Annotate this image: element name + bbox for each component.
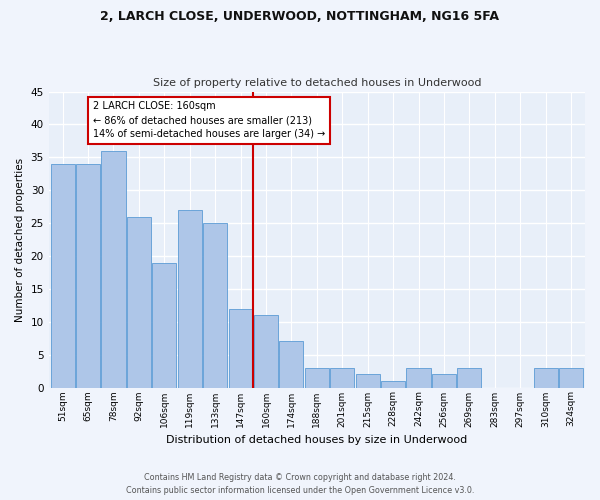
Text: 2, LARCH CLOSE, UNDERWOOD, NOTTINGHAM, NG16 5FA: 2, LARCH CLOSE, UNDERWOOD, NOTTINGHAM, N… [101, 10, 499, 23]
Bar [432, 374, 456, 388]
Text: Contains HM Land Registry data © Crown copyright and database right 2024.
Contai: Contains HM Land Registry data © Crown c… [126, 473, 474, 495]
Bar [254, 315, 278, 388]
Bar [280, 342, 304, 388]
Bar [229, 308, 253, 388]
Bar [76, 164, 100, 388]
Bar [203, 223, 227, 388]
Bar [127, 216, 151, 388]
Bar [457, 368, 481, 388]
Bar [178, 210, 202, 388]
Bar [152, 262, 176, 388]
Bar [356, 374, 380, 388]
Bar [559, 368, 583, 388]
Bar [381, 381, 405, 388]
X-axis label: Distribution of detached houses by size in Underwood: Distribution of detached houses by size … [166, 435, 467, 445]
Bar [406, 368, 431, 388]
Bar [533, 368, 557, 388]
Title: Size of property relative to detached houses in Underwood: Size of property relative to detached ho… [152, 78, 481, 88]
Bar [101, 150, 125, 388]
Bar [50, 164, 75, 388]
Bar [330, 368, 355, 388]
Text: 2 LARCH CLOSE: 160sqm
← 86% of detached houses are smaller (213)
14% of semi-det: 2 LARCH CLOSE: 160sqm ← 86% of detached … [93, 102, 325, 140]
Bar [305, 368, 329, 388]
Y-axis label: Number of detached properties: Number of detached properties [15, 158, 25, 322]
